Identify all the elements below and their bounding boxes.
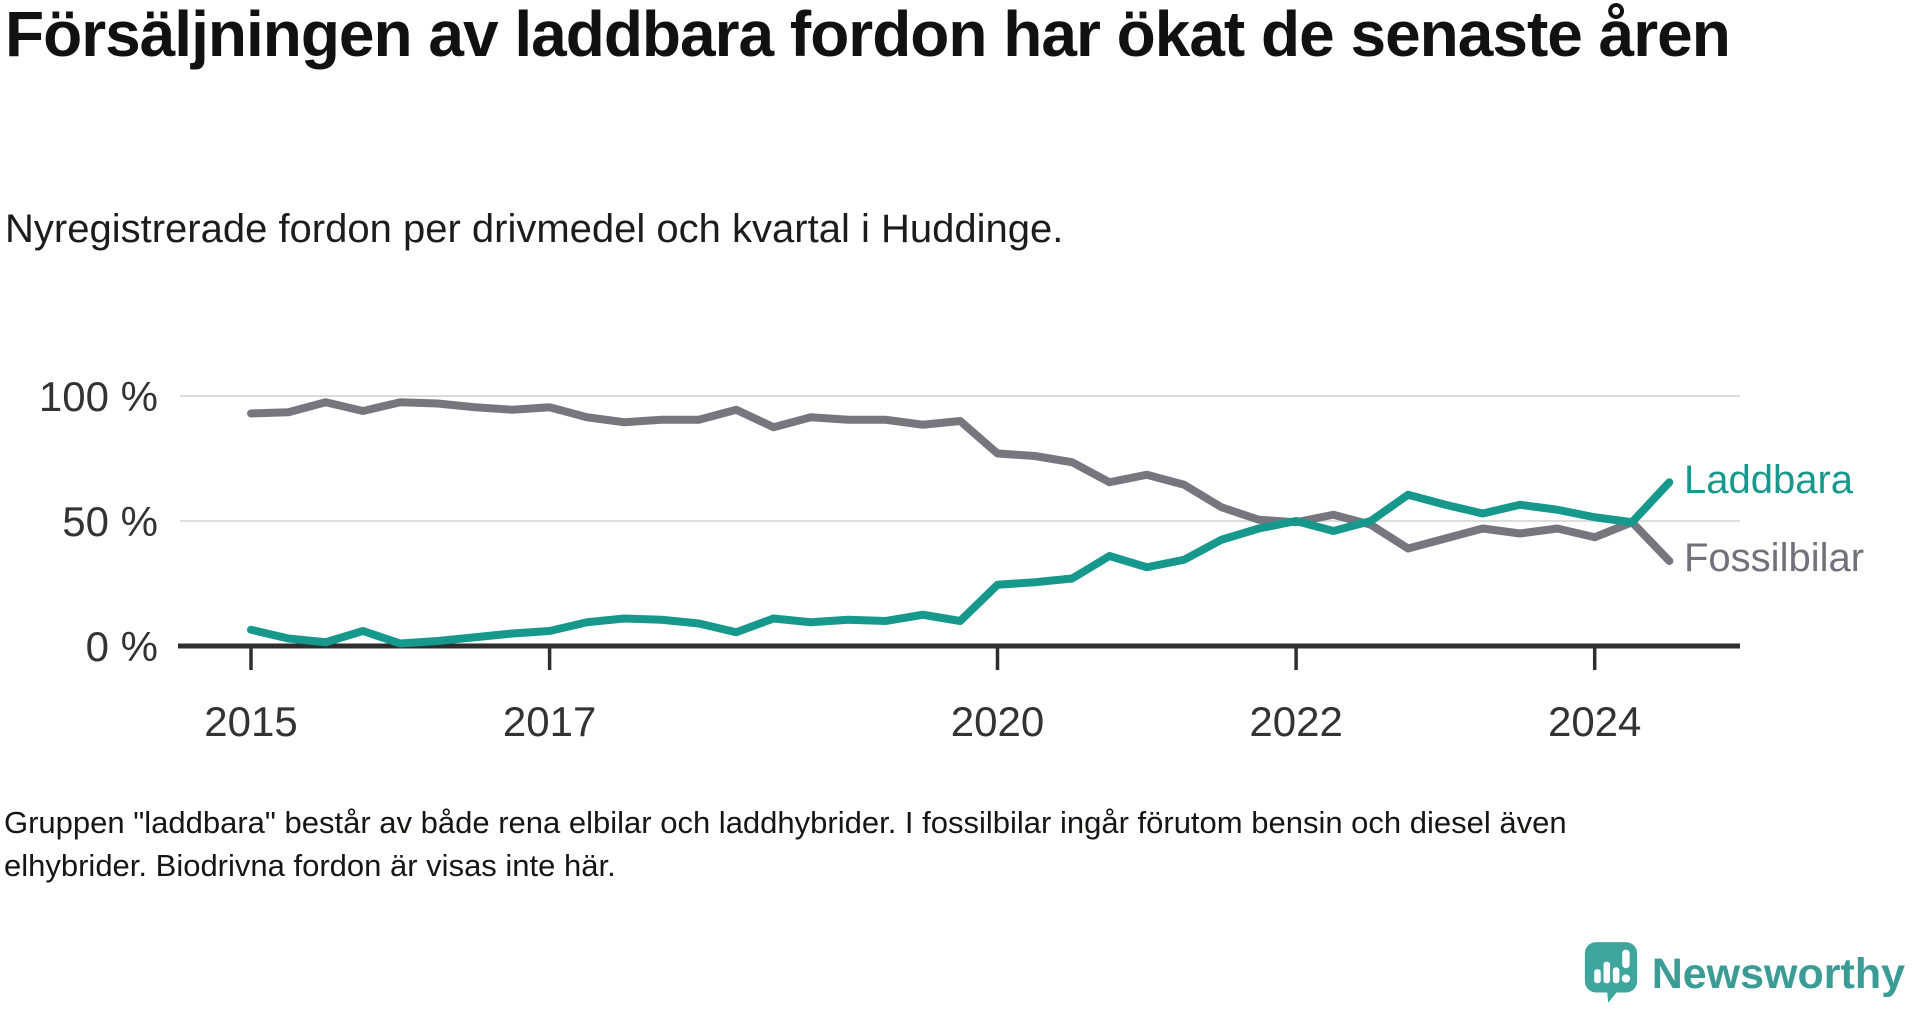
footnote-line-1: Gruppen "laddbara" består av både rena e…	[4, 805, 1567, 840]
newsworthy-branding: Newsworthy	[1583, 940, 1905, 1009]
x-axis-label-2015: 2015	[204, 698, 297, 745]
y-axis-label-50: 50 %	[62, 498, 158, 545]
x-axis-label-2022: 2022	[1249, 698, 1342, 745]
chart-footnote: Gruppen "laddbara" består av både rena e…	[4, 802, 1884, 888]
y-axis-label-100: 100 %	[39, 373, 158, 420]
x-axis-label-2020: 2020	[951, 698, 1044, 745]
chart-title: Försäljningen av laddbara fordon har öka…	[5, 0, 1731, 70]
x-axis-label-2024: 2024	[1548, 698, 1641, 745]
legend-label-fossilbilar: Fossilbilar	[1684, 536, 1864, 580]
legend-label-laddbara: Laddbara	[1684, 458, 1854, 502]
x-axis-label-2017: 2017	[503, 698, 596, 745]
newsworthy-logo-text: Newsworthy	[1651, 950, 1905, 998]
series-line-fossilbilar	[247, 398, 1674, 565]
series-line-laddbara	[247, 478, 1674, 648]
chart-subtitle: Nyregistrerade fordon per drivmedel och …	[5, 207, 1064, 251]
newsworthy-logo-icon	[1583, 940, 1639, 1009]
footnote-line-2: elhybrider. Biodrivna fordon är visas in…	[4, 847, 616, 883]
y-axis-label-0: 0 %	[86, 623, 158, 670]
